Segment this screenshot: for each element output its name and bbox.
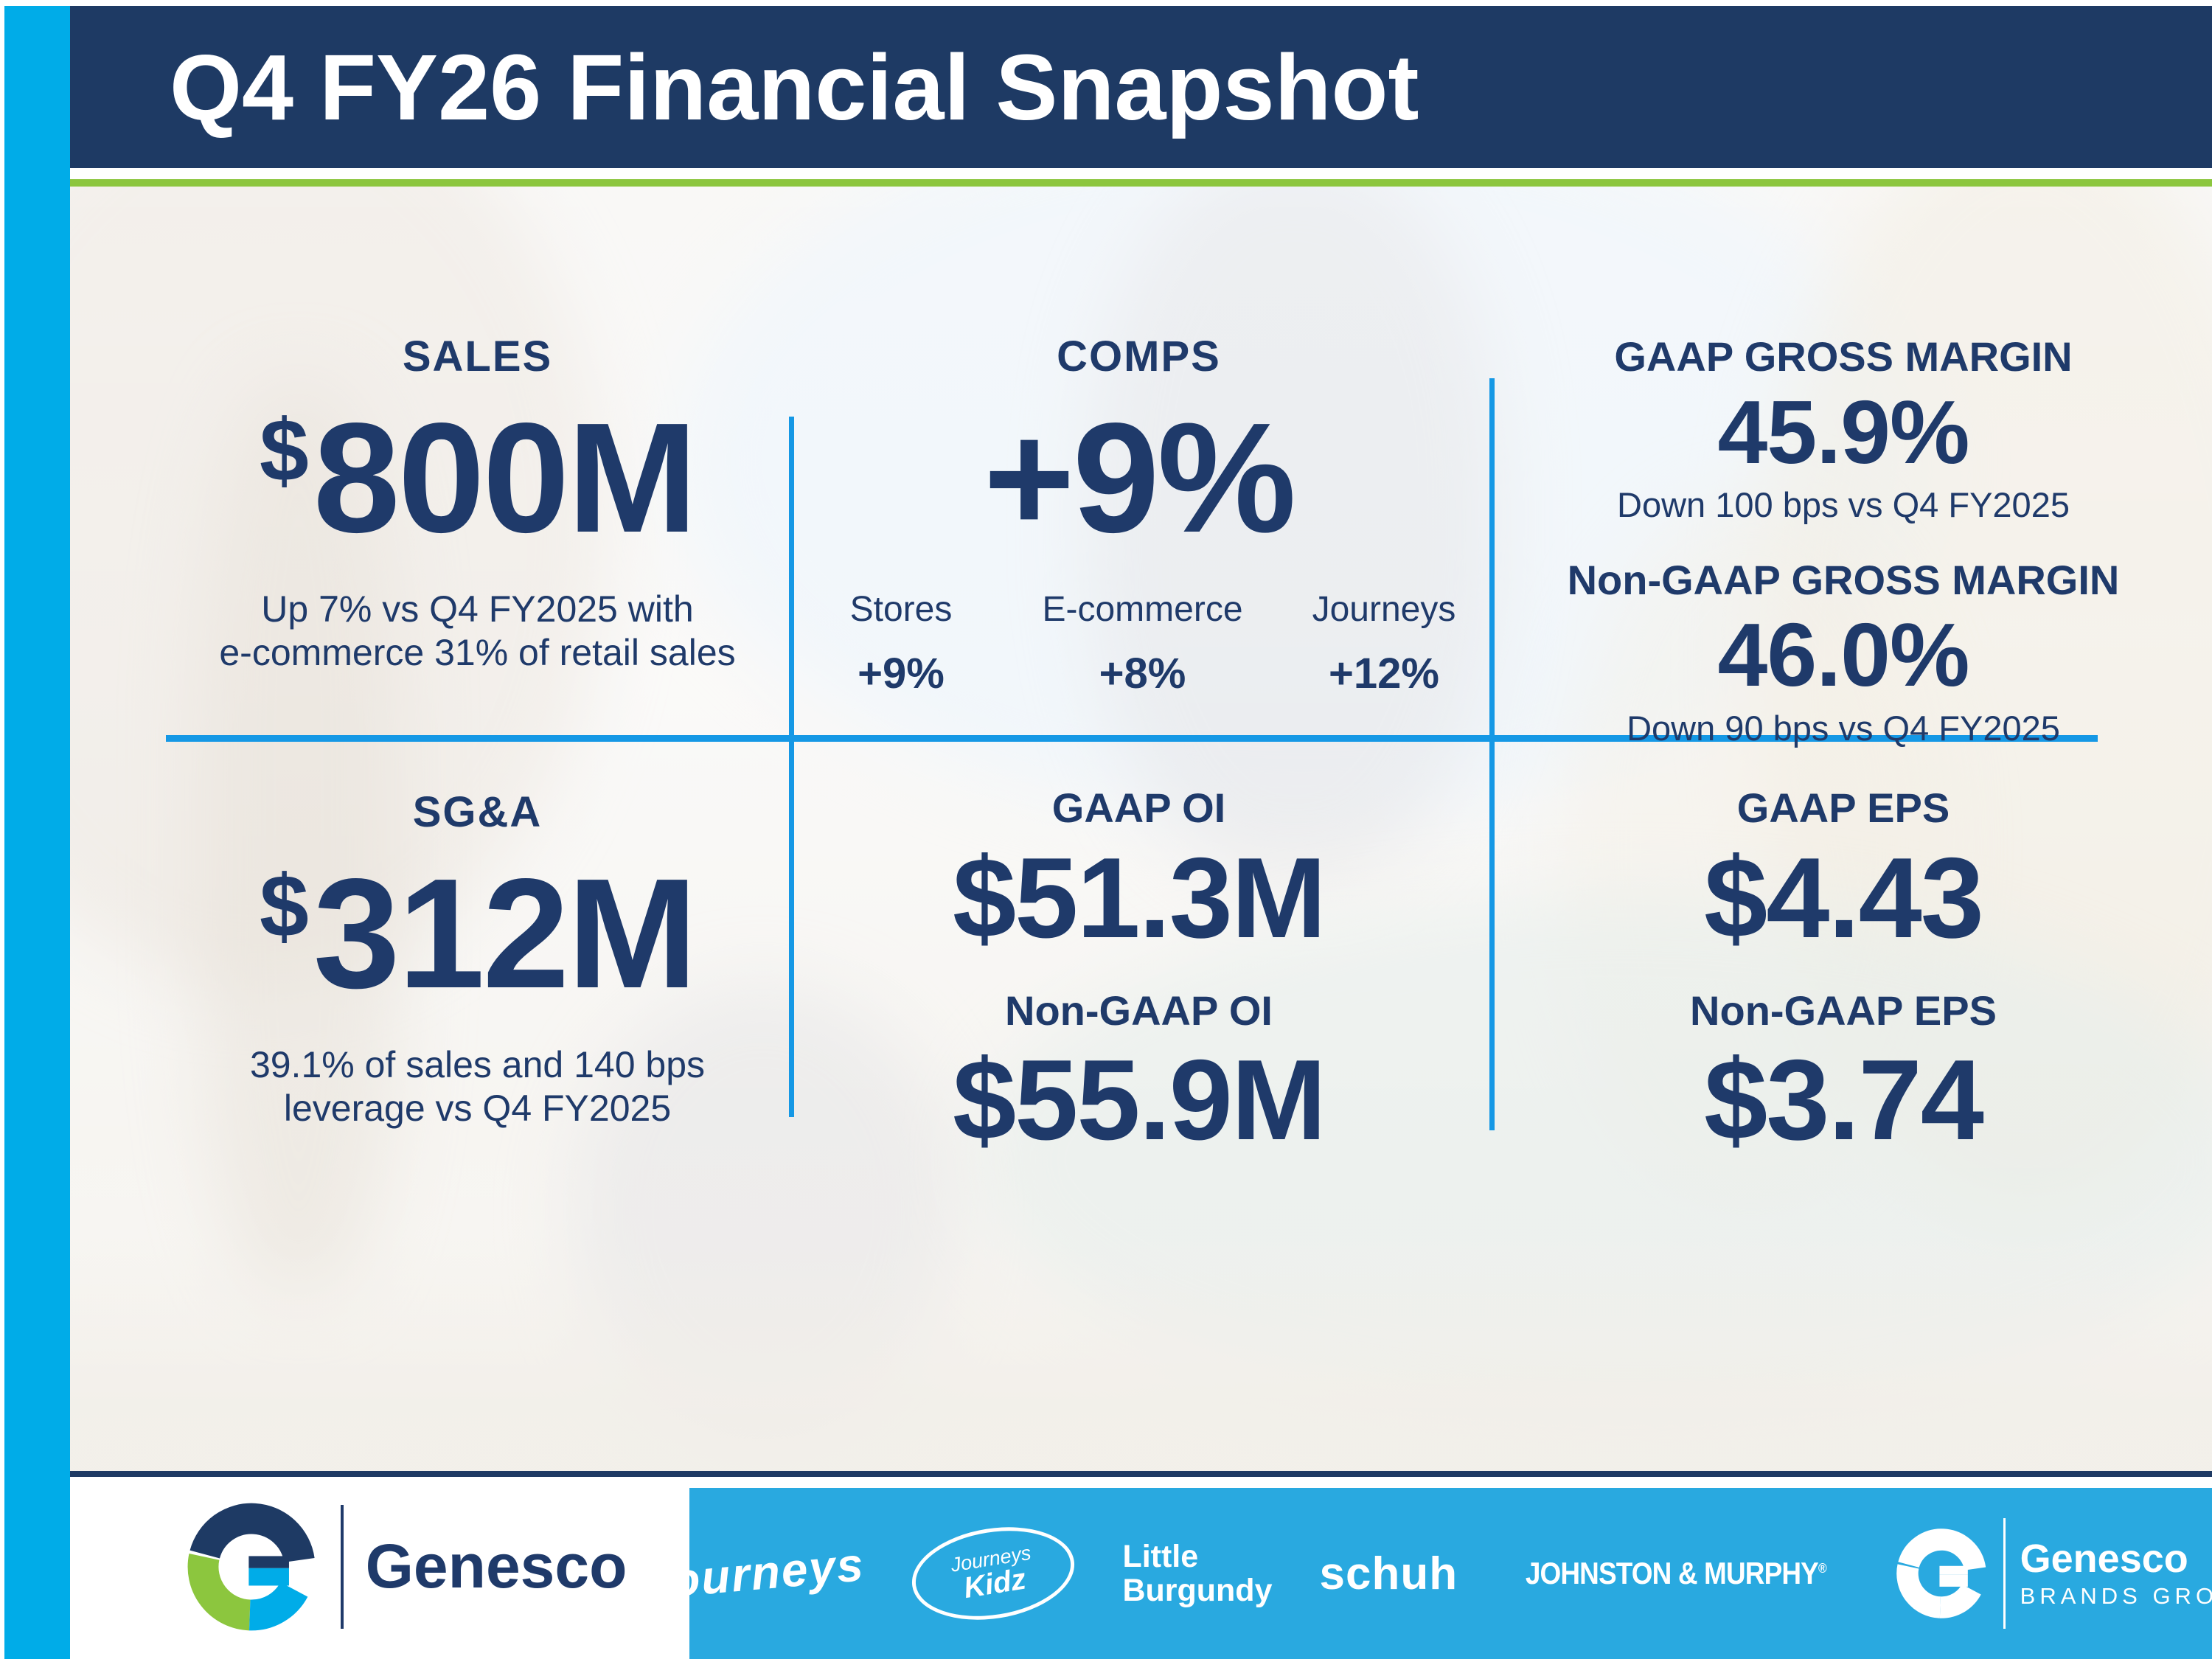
comps-breakdown-stores: Stores +9% [813, 589, 990, 698]
sga-currency-symbol: $ [259, 856, 309, 956]
genesco-brands-group-name: Genesco [2020, 1537, 2188, 1582]
genesco-brands-group-sub: BRANDS GROUP [2020, 1582, 2212, 1609]
row-divider [166, 735, 2098, 742]
non-gaap-oi-label: Non-GAAP OI [1005, 987, 1273, 1034]
comps-journeys-value: +12% [1329, 650, 1439, 698]
non-gaap-gross-margin-note: Down 90 bps vs Q4 FY2025 [1627, 708, 2060, 748]
comps-label: COMPS [1057, 333, 1221, 380]
non-gaap-gross-margin-group: Non-GAAP GROSS MARGIN 46.0% Down 90 bps … [1568, 557, 2120, 748]
genesco-g-icon [187, 1503, 315, 1630]
left-accent-bar [4, 6, 70, 1659]
gaap-eps-label: GAAP EPS [1736, 785, 1950, 831]
sales-note-line2: e-commerce 31% of retail sales [219, 632, 736, 674]
comps-stores-value: +9% [858, 650, 945, 698]
gaap-eps-value: $4.43 [1704, 833, 1984, 961]
sga-label: SG&A [412, 788, 543, 836]
sga-note-line2: leverage vs Q4 FY2025 [283, 1088, 672, 1130]
comps-value: +9% [983, 389, 1296, 565]
sales-note: Up 7% vs Q4 FY2025 with e-commerce 31% o… [219, 588, 735, 675]
little-burgundy-logo: Little Burgundy [1122, 1538, 1273, 1608]
comps-journeys-label: Journeys [1312, 590, 1456, 630]
sga-value: $312M [259, 845, 698, 1020]
non-gaap-eps-label: Non-GAAP EPS [1690, 987, 1997, 1034]
page-title: Q4 FY26 Financial Snapshot [170, 35, 1419, 139]
comps-stores-label: Stores [849, 590, 953, 630]
gaap-oi-label: GAAP OI [1051, 785, 1226, 831]
comps-breakdown-ecommerce: E-commerce +8% [1042, 589, 1242, 698]
gaap-gross-margin-label: GAAP GROSS MARGIN [1614, 333, 2073, 380]
sales-value: $800M [259, 389, 698, 565]
gaap-oi-value: $51.3M [953, 833, 1326, 961]
green-divider-rule [70, 179, 2212, 187]
genesco-logo: Genesco [170, 1491, 641, 1642]
gaap-gross-margin-value: 45.9% [1717, 381, 1970, 482]
non-gaap-gross-margin-label: Non-GAAP GROSS MARGIN [1567, 556, 2120, 603]
brand-bar: Journeys Journeys Kidz Little Burgundy s… [641, 1488, 2212, 1659]
non-gaap-eps-value: $3.74 [1704, 1036, 1984, 1164]
sga-note: 39.1% of sales and 140 bps leverage vs Q… [250, 1043, 705, 1130]
sales-note-line1: Up 7% vs Q4 FY2025 with [261, 588, 694, 630]
comps-breakdown-journeys: Journeys +12% [1295, 589, 1472, 698]
gross-margin-panel: GAAP GROSS MARGIN 45.9% Down 100 bps vs … [1493, 334, 2194, 748]
sales-label: SALES [402, 333, 553, 380]
sales-amount: 800M [313, 389, 698, 565]
non-gaap-oi-group: Non-GAAP OI $55.9M [953, 987, 1326, 1164]
johnston-murphy-reg-mark: ® [1818, 1561, 1827, 1576]
genesco-brands-group-logo: Genesco BRANDS GROUP [1894, 1518, 2212, 1629]
johnston-murphy-name: JOHNSTON & MURPHY [1525, 1556, 1819, 1590]
gaap-gross-margin-note: Down 100 bps vs Q4 FY2025 [1617, 484, 2070, 524]
comps-ecommerce-value: +8% [1099, 650, 1186, 698]
footer-top-rule [70, 1471, 2212, 1477]
sales-panel: SALES $800M Up 7% vs Q4 FY2025 with e-co… [166, 333, 789, 675]
little-burgundy-line1: Little [1122, 1538, 1199, 1574]
column-divider-1 [789, 417, 794, 1117]
johnston-murphy-logo: JOHNSTON & MURPHY® [1525, 1556, 1827, 1591]
header-bar: Q4 FY26 Financial Snapshot [70, 6, 2212, 168]
comps-breakdown: Stores +9% E-commerce +8% Journeys +12% [790, 589, 1487, 698]
comps-amount: +9% [983, 389, 1296, 565]
sales-currency-symbol: $ [259, 400, 309, 500]
genesco-logo-divider [340, 1504, 344, 1629]
sga-note-line1: 39.1% of sales and 140 bps [249, 1044, 706, 1086]
column-divider-2 [1489, 378, 1495, 1130]
journeys-kidz-logo: Journeys Kidz [905, 1516, 1082, 1631]
non-gaap-gross-margin-value: 46.0% [1717, 605, 1970, 706]
journeys-logo: Journeys [641, 1537, 867, 1610]
operating-income-panel: GAAP OI $51.3M Non-GAAP OI $55.9M [790, 785, 1487, 1160]
genesco-brands-group-divider [2003, 1518, 2006, 1629]
background-photo: SALES $800M Up 7% vs Q4 FY2025 with e-co… [70, 187, 2212, 1471]
comps-ecommerce-label: E-commerce [1042, 590, 1243, 630]
schuh-logo: schuh [1319, 1548, 1458, 1599]
genesco-wordmark: Genesco [365, 1531, 627, 1601]
photo-white-veil [70, 187, 2212, 1471]
little-burgundy-line2: Burgundy [1122, 1573, 1273, 1608]
non-gaap-eps-group: Non-GAAP EPS $3.74 [1690, 988, 1997, 1160]
genesco-brands-g-icon [1896, 1528, 1986, 1618]
comps-panel: COMPS +9% Stores +9% E-commerce +8% Jour… [790, 333, 1487, 698]
genesco-brands-group-text: Genesco BRANDS GROUP [2020, 1537, 2212, 1609]
non-gaap-oi-value: $55.9M [953, 1036, 1326, 1164]
eps-panel: GAAP EPS $4.43 Non-GAAP EPS $3.74 [1493, 785, 2194, 1160]
sga-amount: 312M [313, 845, 698, 1020]
sga-panel: SG&A $312M 39.1% of sales and 140 bps le… [166, 788, 789, 1130]
